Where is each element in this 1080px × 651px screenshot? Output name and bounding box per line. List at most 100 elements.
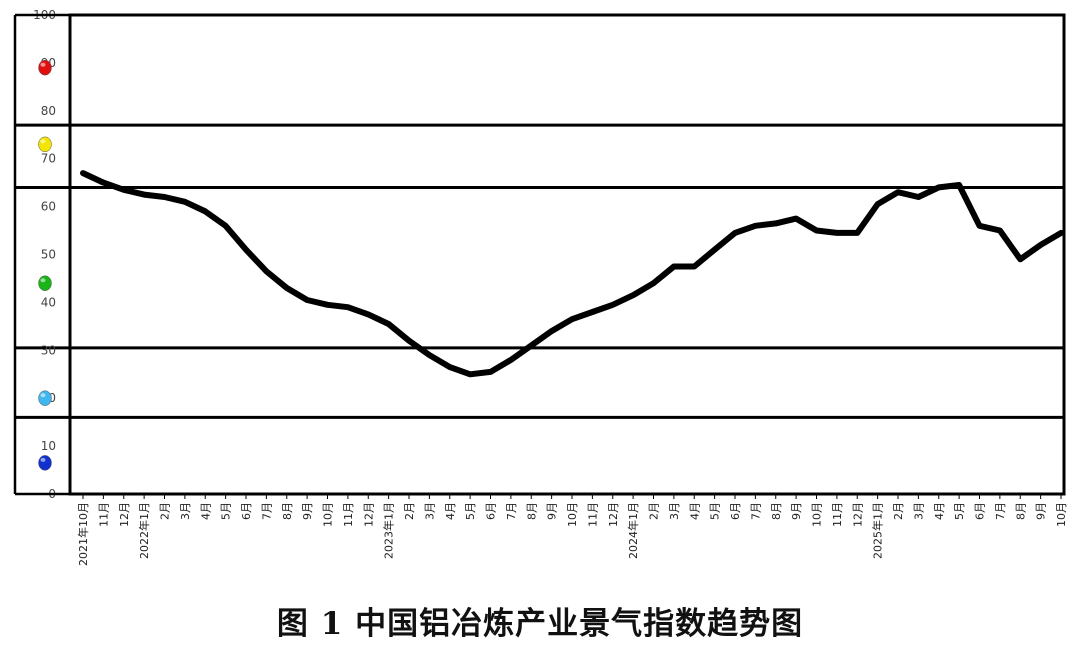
data-point [856,231,859,234]
red-light-icon [38,59,52,76]
series-line-0 [80,170,1064,378]
x-tick-label: 6月 [240,502,253,520]
x-tick-label: 12月 [851,502,864,527]
x-tick-label: 2月 [648,502,661,520]
data-point [346,306,349,309]
x-tick-label: 7月 [994,502,1007,520]
x-tick-label: 3月 [912,502,925,520]
light-highlight [40,62,46,67]
light-highlight [40,139,46,144]
data-point [469,373,472,376]
light-highlight [40,393,46,398]
x-tick-label: 5月 [709,502,722,520]
data-point [265,270,268,273]
light-blue-light-icon [38,390,52,406]
x-tick-label: 4月 [933,502,946,520]
data-point [163,196,166,199]
data-point [122,188,125,191]
data-point [143,193,146,196]
data-point [958,184,961,187]
y-tick-label: 60 [41,200,56,214]
data-point [387,322,390,325]
x-tick-label: 4月 [444,502,457,520]
y-tick-label: 30 [41,343,56,357]
y-axis-ticks: 0102030405060708090100 [33,8,56,501]
data-point [408,339,410,342]
yellow-light-icon [38,136,52,153]
x-tick-label: 3月 [179,502,192,520]
x-tick-label: 6月 [485,502,498,520]
y-tick-label: 40 [41,295,56,309]
data-point [713,248,716,251]
x-axis-ticks: 2021年10月 11月 12月 2022年1月 2月 3月 4月 5月 6月 7月 8月 9月 10月… [76,494,1068,566]
data-point [285,287,288,290]
data-point [754,224,757,227]
x-tick-label: 9月 [1035,502,1048,520]
light-highlight [40,457,46,462]
chart: 0102030405060708090100 2021年10月11月12月202… [13,8,1068,566]
x-tick-label: 2022年1月 [137,502,151,559]
data-point [428,354,431,357]
y-tick-label: 10 [41,439,56,453]
x-tick-label: 10月 [811,502,824,527]
blue-light-icon [38,455,52,471]
x-tick-label: 8月 [525,502,538,520]
data-point [693,265,696,268]
x-tick-label: 7月 [505,502,518,520]
x-tick-label: 11月 [831,502,844,527]
x-tick-label: 2023年1月 [382,502,396,559]
data-point [82,172,84,175]
x-tick-label: 3月 [668,502,681,520]
x-tick-label: 7月 [749,502,762,520]
x-tick-label: 12月 [607,502,620,527]
series-layer [80,170,1064,378]
data-point [652,282,655,285]
x-tick-label: 10月 [322,502,335,527]
x-tick-label: 6月 [974,502,987,520]
data-point [1019,258,1022,261]
data-point [306,299,309,302]
x-tick-label: 8月 [770,502,783,520]
data-point [245,248,247,251]
data-point [897,191,899,194]
data-point [550,330,553,333]
y-tick-label: 70 [41,152,56,166]
data-point [795,217,798,220]
data-point [367,313,370,316]
data-point [998,229,1001,232]
x-tick-label: 5月 [464,502,477,520]
data-point [876,203,879,206]
x-tick-label: 7月 [260,502,273,520]
y-tick-label: 50 [41,248,56,262]
data-point [571,318,573,321]
light-highlight [40,278,46,283]
data-point [632,294,635,297]
data-point [1039,243,1042,246]
data-point [835,231,838,234]
data-point [204,210,207,213]
x-tick-label: 4月 [688,502,701,520]
x-tick-label: 10月 [566,502,579,527]
x-tick-label: 8月 [1014,502,1027,520]
data-point [530,344,533,347]
data-point [448,366,451,369]
x-tick-label: 9月 [546,502,559,520]
plot-frame [68,13,1066,496]
data-point [489,370,492,373]
x-tick-label: 12月 [362,502,375,527]
data-point [1060,231,1062,234]
data-point [102,181,105,184]
green-light-icon [38,275,52,291]
x-tick-label: 10月 [1055,502,1068,527]
x-tick-label: 9月 [790,502,803,520]
x-tick-label: 2025年1月 [871,502,885,559]
x-tick-label: 5月 [953,502,966,520]
data-point [326,303,329,306]
data-point [672,265,675,268]
x-tick-label: 9月 [301,502,314,520]
zone-lines [15,123,1064,419]
data-point [591,310,594,313]
figure-caption: 图 1 中国铝冶炼产业景气指数趋势图 [276,606,804,642]
signal-lights [38,59,52,471]
x-tick-label: 8月 [281,502,294,520]
